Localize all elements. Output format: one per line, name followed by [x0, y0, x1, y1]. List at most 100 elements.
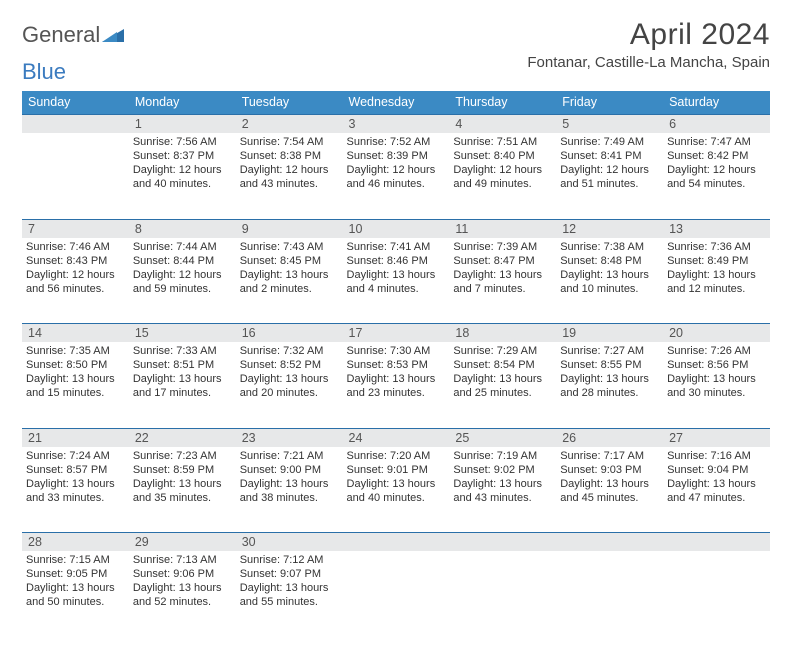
sunrise-text: Sunrise: 7:17 AM — [560, 449, 659, 463]
day-cell: Sunrise: 7:26 AMSunset: 8:56 PMDaylight:… — [663, 342, 770, 428]
day-number: 2 — [236, 115, 343, 134]
sunrise-text: Sunrise: 7:51 AM — [453, 135, 552, 149]
daynum-row: 1 2 3 4 5 6 — [22, 115, 770, 134]
day-number: 9 — [236, 219, 343, 238]
sunset-text: Sunset: 9:00 PM — [240, 463, 339, 477]
brand-part2: Blue — [22, 59, 66, 85]
sunrise-text: Sunrise: 7:20 AM — [347, 449, 446, 463]
daylight-text: Daylight: 13 hours and 17 minutes. — [133, 372, 232, 400]
daylight-text: Daylight: 13 hours and 33 minutes. — [26, 477, 125, 505]
daylight-text: Daylight: 13 hours and 20 minutes. — [240, 372, 339, 400]
daylight-text: Daylight: 12 hours and 43 minutes. — [240, 163, 339, 191]
sunrise-text: Sunrise: 7:52 AM — [347, 135, 446, 149]
day-cell: Sunrise: 7:39 AMSunset: 8:47 PMDaylight:… — [449, 238, 556, 324]
sunrise-text: Sunrise: 7:21 AM — [240, 449, 339, 463]
day-number: 25 — [449, 428, 556, 447]
sunset-text: Sunset: 8:54 PM — [453, 358, 552, 372]
sunset-text: Sunset: 8:40 PM — [453, 149, 552, 163]
sunset-text: Sunset: 9:05 PM — [26, 567, 125, 581]
brand-triangle-icon — [102, 22, 124, 48]
sunset-text: Sunset: 8:53 PM — [347, 358, 446, 372]
sunrise-text: Sunrise: 7:35 AM — [26, 344, 125, 358]
day-cell: Sunrise: 7:54 AMSunset: 8:38 PMDaylight:… — [236, 133, 343, 219]
sunset-text: Sunset: 8:39 PM — [347, 149, 446, 163]
day-number: 6 — [663, 115, 770, 134]
day-number: 8 — [129, 219, 236, 238]
sunrise-text: Sunrise: 7:41 AM — [347, 240, 446, 254]
sunset-text: Sunset: 8:50 PM — [26, 358, 125, 372]
daylight-text: Daylight: 12 hours and 46 minutes. — [347, 163, 446, 191]
daylight-text: Daylight: 13 hours and 45 minutes. — [560, 477, 659, 505]
sunset-text: Sunset: 8:59 PM — [133, 463, 232, 477]
daynum-row: 7 8 9 10 11 12 13 — [22, 219, 770, 238]
sunset-text: Sunset: 9:06 PM — [133, 567, 232, 581]
day-number: 1 — [129, 115, 236, 134]
sunrise-text: Sunrise: 7:30 AM — [347, 344, 446, 358]
sunset-text: Sunset: 8:47 PM — [453, 254, 552, 268]
daylight-text: Daylight: 13 hours and 25 minutes. — [453, 372, 552, 400]
daylight-text: Daylight: 13 hours and 38 minutes. — [240, 477, 339, 505]
sunrise-text: Sunrise: 7:43 AM — [240, 240, 339, 254]
calendar-table: Sunday Monday Tuesday Wednesday Thursday… — [22, 91, 770, 637]
sunset-text: Sunset: 8:43 PM — [26, 254, 125, 268]
sunset-text: Sunset: 8:52 PM — [240, 358, 339, 372]
sunset-text: Sunset: 8:46 PM — [347, 254, 446, 268]
sunrise-text: Sunrise: 7:16 AM — [667, 449, 766, 463]
daylight-text: Daylight: 13 hours and 30 minutes. — [667, 372, 766, 400]
day-cell: Sunrise: 7:46 AMSunset: 8:43 PMDaylight:… — [22, 238, 129, 324]
day-cell: Sunrise: 7:47 AMSunset: 8:42 PMDaylight:… — [663, 133, 770, 219]
daynum-row: 14 15 16 17 18 19 20 — [22, 324, 770, 343]
daylight-text: Daylight: 13 hours and 47 minutes. — [667, 477, 766, 505]
daylight-text: Daylight: 13 hours and 43 minutes. — [453, 477, 552, 505]
day-cell: Sunrise: 7:35 AMSunset: 8:50 PMDaylight:… — [22, 342, 129, 428]
sunrise-text: Sunrise: 7:26 AM — [667, 344, 766, 358]
day-number: 16 — [236, 324, 343, 343]
dow-tuesday: Tuesday — [236, 91, 343, 115]
daylight-text: Daylight: 12 hours and 56 minutes. — [26, 268, 125, 296]
day-number: 14 — [22, 324, 129, 343]
sunrise-text: Sunrise: 7:27 AM — [560, 344, 659, 358]
day-number: 19 — [556, 324, 663, 343]
daylight-text: Daylight: 12 hours and 54 minutes. — [667, 163, 766, 191]
sunset-text: Sunset: 8:42 PM — [667, 149, 766, 163]
day-number: 4 — [449, 115, 556, 134]
location-text: Fontanar, Castille-La Mancha, Spain — [527, 54, 770, 71]
day-cell: Sunrise: 7:41 AMSunset: 8:46 PMDaylight:… — [343, 238, 450, 324]
day-number: 30 — [236, 533, 343, 552]
day-cell: Sunrise: 7:27 AMSunset: 8:55 PMDaylight:… — [556, 342, 663, 428]
day-number — [663, 533, 770, 552]
sunrise-text: Sunrise: 7:36 AM — [667, 240, 766, 254]
daylight-text: Daylight: 13 hours and 52 minutes. — [133, 581, 232, 609]
sunset-text: Sunset: 8:56 PM — [667, 358, 766, 372]
daylight-text: Daylight: 13 hours and 50 minutes. — [26, 581, 125, 609]
day-cell: Sunrise: 7:16 AMSunset: 9:04 PMDaylight:… — [663, 447, 770, 533]
day-cell: Sunrise: 7:43 AMSunset: 8:45 PMDaylight:… — [236, 238, 343, 324]
dow-sunday: Sunday — [22, 91, 129, 115]
sunrise-text: Sunrise: 7:54 AM — [240, 135, 339, 149]
dow-saturday: Saturday — [663, 91, 770, 115]
day-cell: Sunrise: 7:20 AMSunset: 9:01 PMDaylight:… — [343, 447, 450, 533]
sunrise-text: Sunrise: 7:13 AM — [133, 553, 232, 567]
brand-part1: General — [22, 22, 100, 48]
day-cell: Sunrise: 7:17 AMSunset: 9:03 PMDaylight:… — [556, 447, 663, 533]
day-number: 23 — [236, 428, 343, 447]
daylight-text: Daylight: 13 hours and 40 minutes. — [347, 477, 446, 505]
day-cell: Sunrise: 7:44 AMSunset: 8:44 PMDaylight:… — [129, 238, 236, 324]
day-cell: Sunrise: 7:23 AMSunset: 8:59 PMDaylight:… — [129, 447, 236, 533]
day-cell: Sunrise: 7:13 AMSunset: 9:06 PMDaylight:… — [129, 551, 236, 637]
sunrise-text: Sunrise: 7:56 AM — [133, 135, 232, 149]
day-cell: Sunrise: 7:15 AMSunset: 9:05 PMDaylight:… — [22, 551, 129, 637]
daylight-text: Daylight: 12 hours and 51 minutes. — [560, 163, 659, 191]
day-cell: Sunrise: 7:24 AMSunset: 8:57 PMDaylight:… — [22, 447, 129, 533]
sunset-text: Sunset: 8:38 PM — [240, 149, 339, 163]
daylight-text: Daylight: 12 hours and 59 minutes. — [133, 268, 232, 296]
daylight-text: Daylight: 13 hours and 15 minutes. — [26, 372, 125, 400]
sunset-text: Sunset: 8:57 PM — [26, 463, 125, 477]
day-cell: Sunrise: 7:52 AMSunset: 8:39 PMDaylight:… — [343, 133, 450, 219]
day-cell: Sunrise: 7:36 AMSunset: 8:49 PMDaylight:… — [663, 238, 770, 324]
day-cell: Sunrise: 7:49 AMSunset: 8:41 PMDaylight:… — [556, 133, 663, 219]
sunset-text: Sunset: 9:03 PM — [560, 463, 659, 477]
daylight-text: Daylight: 13 hours and 2 minutes. — [240, 268, 339, 296]
day-number: 27 — [663, 428, 770, 447]
daylight-text: Daylight: 13 hours and 10 minutes. — [560, 268, 659, 296]
